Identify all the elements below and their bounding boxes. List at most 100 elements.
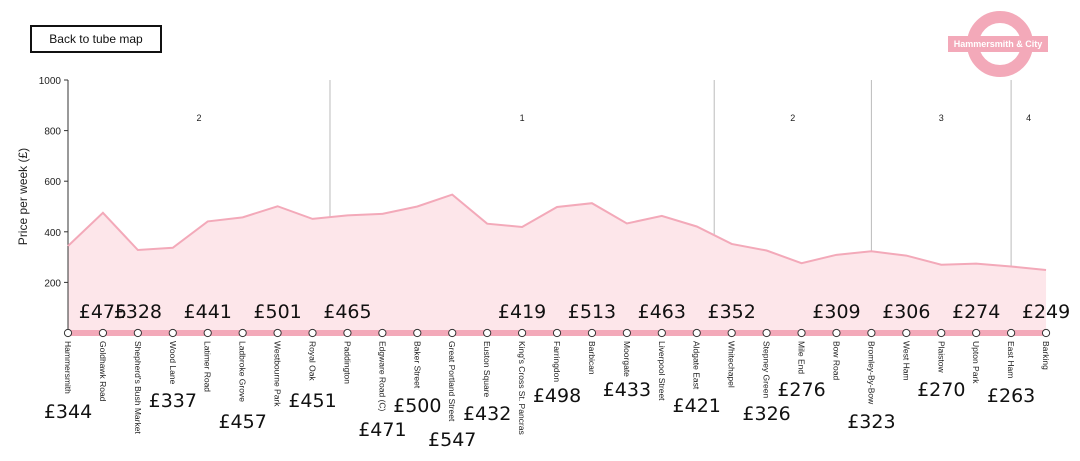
zone-label: 2 bbox=[790, 113, 795, 123]
price-label: £475 bbox=[79, 301, 127, 323]
back-to-tube-map-button[interactable]: Back to tube map bbox=[30, 25, 162, 53]
y-tick-label: 600 bbox=[44, 177, 61, 188]
station-marker[interactable] bbox=[867, 328, 876, 338]
station-marker[interactable] bbox=[552, 328, 562, 338]
station-label: Westbourne Park bbox=[273, 341, 283, 407]
price-label: £451 bbox=[288, 390, 336, 412]
station-marker[interactable] bbox=[273, 328, 282, 338]
station-label: Baker Street bbox=[412, 341, 422, 389]
station-label: Mile End bbox=[797, 341, 807, 374]
station-label: Paddington bbox=[342, 341, 352, 384]
zone-label: 4 bbox=[1026, 113, 1031, 123]
station-marker[interactable] bbox=[937, 328, 946, 338]
station-marker[interactable] bbox=[1007, 328, 1016, 338]
station-marker[interactable] bbox=[1041, 328, 1051, 338]
y-axis-label: Price per week (£) bbox=[16, 148, 30, 245]
price-label: £457 bbox=[218, 411, 266, 433]
station-label: Bromley-By-Bow bbox=[866, 341, 876, 405]
station-label: Liverpool Street bbox=[657, 341, 667, 401]
price-label: £309 bbox=[812, 301, 860, 323]
station-marker[interactable] bbox=[657, 328, 666, 338]
station-label: Barking bbox=[1041, 341, 1051, 370]
station-marker[interactable] bbox=[727, 328, 736, 338]
station-marker[interactable] bbox=[692, 328, 701, 338]
price-label: £547 bbox=[428, 429, 476, 451]
station-label: Royal Oak bbox=[308, 341, 318, 381]
station-marker[interactable] bbox=[203, 328, 212, 338]
price-label: £328 bbox=[114, 301, 162, 323]
station-marker[interactable] bbox=[797, 328, 806, 338]
station-marker[interactable] bbox=[762, 328, 771, 338]
price-label: £352 bbox=[707, 301, 755, 323]
price-label: £501 bbox=[253, 301, 301, 323]
station-label: West Ham bbox=[901, 341, 911, 381]
price-label: £419 bbox=[498, 301, 546, 323]
y-tick-label: 400 bbox=[44, 228, 61, 239]
price-line bbox=[67, 193, 1047, 271]
y-tick-label: 1000 bbox=[39, 76, 62, 87]
price-label: £463 bbox=[638, 301, 686, 323]
price-label: £276 bbox=[777, 379, 825, 401]
zone-label: 1 bbox=[520, 113, 525, 123]
station-marker[interactable] bbox=[308, 328, 317, 338]
station-label: Upton Park bbox=[971, 341, 981, 384]
price-label: £326 bbox=[742, 403, 790, 425]
price-label: £337 bbox=[149, 390, 197, 412]
station-marker[interactable] bbox=[343, 328, 352, 338]
station-marker[interactable] bbox=[902, 328, 911, 338]
price-label: £513 bbox=[568, 301, 616, 323]
zone-label: 2 bbox=[196, 113, 201, 123]
price-label: £498 bbox=[533, 385, 581, 407]
station-marker[interactable] bbox=[63, 328, 73, 338]
price-label: £441 bbox=[184, 301, 232, 323]
station-label: Edgware Road (C) bbox=[377, 341, 387, 412]
station-marker[interactable] bbox=[238, 328, 247, 338]
price-label: £500 bbox=[393, 395, 441, 417]
price-label: £274 bbox=[952, 301, 1000, 323]
station-marker[interactable] bbox=[517, 328, 527, 338]
station-marker[interactable] bbox=[448, 328, 457, 338]
station-label: King's Cross St. Pancras bbox=[517, 341, 527, 435]
station-label: Wood Lane bbox=[168, 341, 178, 385]
station-marker[interactable] bbox=[483, 328, 492, 338]
station-label: Stepney Green bbox=[762, 341, 772, 398]
price-label: £263 bbox=[987, 385, 1035, 407]
station-label: East Ham bbox=[1006, 341, 1016, 378]
price-label: £344 bbox=[44, 401, 92, 423]
station-marker[interactable] bbox=[413, 328, 422, 338]
station-marker[interactable] bbox=[98, 328, 108, 338]
station-label: Ladbroke Grove bbox=[238, 341, 248, 402]
hammersmith-city-roundel-logo: Hammersmith & City bbox=[948, 11, 1048, 77]
station-marker[interactable] bbox=[832, 328, 841, 338]
station-marker[interactable] bbox=[133, 328, 142, 338]
station-label: Euston Square bbox=[482, 341, 492, 398]
price-label: £465 bbox=[323, 301, 371, 323]
y-tick-label: 200 bbox=[44, 278, 61, 289]
y-tick-label: 800 bbox=[44, 127, 61, 138]
station-label: Whitechapel bbox=[727, 341, 737, 388]
price-label: £270 bbox=[917, 379, 965, 401]
station-marker[interactable] bbox=[168, 328, 177, 338]
station-label: Great Portland Street bbox=[447, 341, 457, 422]
station-marker[interactable] bbox=[972, 328, 981, 338]
station-marker[interactable] bbox=[378, 328, 387, 338]
station-label: Shepherd's Bush Market bbox=[133, 341, 143, 434]
price-label: £323 bbox=[847, 411, 895, 433]
station-label: Barbican bbox=[587, 341, 597, 375]
price-area bbox=[68, 194, 1047, 333]
price-label: £306 bbox=[882, 301, 930, 323]
price-label: £421 bbox=[673, 395, 721, 417]
roundel-bar bbox=[948, 36, 1048, 52]
station-label: Moorgate bbox=[622, 341, 632, 377]
station-marker[interactable] bbox=[587, 328, 597, 338]
station-label: Aldgate East bbox=[692, 341, 702, 390]
station-label: Plaistow bbox=[936, 341, 946, 374]
station-marker[interactable] bbox=[622, 328, 631, 338]
station-label: Farringdon bbox=[552, 341, 562, 382]
price-label: £433 bbox=[603, 379, 651, 401]
zone-label: 3 bbox=[939, 113, 944, 123]
station-label: Latimer Road bbox=[203, 341, 213, 392]
price-label: £249 bbox=[1022, 301, 1070, 323]
price-label: £471 bbox=[358, 419, 406, 441]
